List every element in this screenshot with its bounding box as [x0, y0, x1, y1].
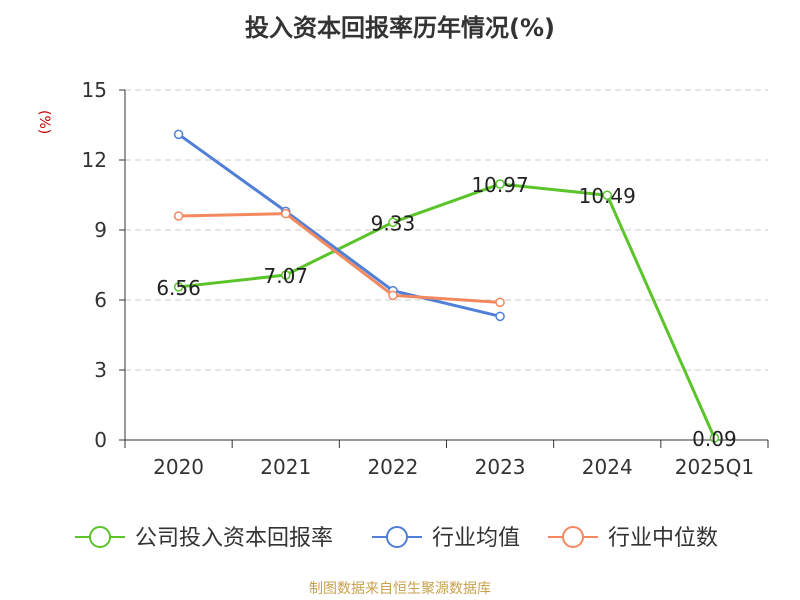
data-label: 0.09	[692, 427, 737, 451]
data-label: 6.56	[156, 276, 201, 300]
y-tick-label: 0	[94, 428, 107, 452]
series-line-0	[178, 182, 716, 439]
data-label: 7.07	[263, 264, 308, 288]
x-tick-label: 2023	[475, 455, 526, 479]
y-tick-label: 9	[94, 218, 107, 242]
data-point	[173, 211, 184, 221]
data-point	[281, 208, 291, 219]
legend-label: 行业均值	[432, 526, 520, 551]
data-label: 10.49	[579, 184, 636, 208]
x-tick-label: 2020	[153, 455, 204, 479]
data-point	[709, 433, 720, 443]
x-tick-label: 2025Q1	[675, 455, 754, 479]
data-label: 10.97	[471, 173, 528, 197]
y-tick-label: 3	[94, 358, 107, 382]
data-point	[495, 311, 505, 322]
legend-swatch-marker	[89, 526, 111, 548]
legend-swatch-marker	[562, 526, 584, 548]
data-label: 9.33	[371, 211, 416, 235]
y-tick-label: 12	[82, 148, 107, 172]
data-point	[388, 290, 398, 301]
data-point	[495, 297, 505, 308]
x-tick-label: 2021	[260, 455, 311, 479]
legend-label: 行业中位数	[608, 526, 718, 551]
y-tick-label: 6	[94, 288, 107, 312]
y-tick-label: 15	[82, 78, 107, 102]
data-source-note: 制图数据来自恒生聚源数据库	[309, 581, 491, 597]
data-point	[173, 282, 184, 292]
series-line-2	[178, 212, 501, 304]
x-tick-label: 2024	[582, 455, 633, 479]
data-point	[495, 179, 505, 189]
data-point	[281, 270, 291, 280]
data-point	[602, 190, 612, 200]
series-line-1	[177, 133, 501, 318]
data-point	[173, 129, 184, 140]
chart-title: 投入资本回报率历年情况(%)	[245, 14, 555, 42]
data-point	[388, 217, 398, 228]
legend-label: 公司投入资本回报率	[135, 526, 333, 551]
legend-swatch-marker	[386, 526, 408, 548]
x-tick-label: 2022	[367, 455, 418, 479]
